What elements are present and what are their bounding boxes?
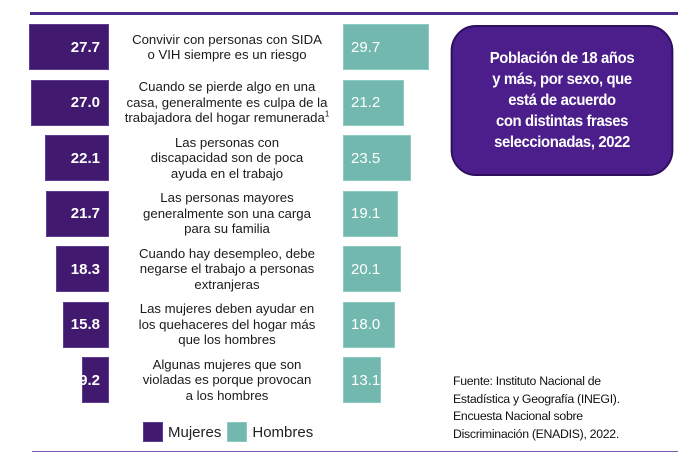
category-label: Algunas mujeres que son violadas es porqu… (118, 355, 336, 405)
data-label-hombres: 18.0 (351, 316, 381, 333)
title-line: seleccionadas, 2022 (494, 134, 630, 151)
data-label-mujeres: 9.2 (79, 371, 100, 389)
data-label-hombres: 19.1 (351, 205, 381, 222)
top-rule (30, 12, 678, 15)
category-label-line: extranjeras (194, 276, 260, 292)
legend-label-mujeres: Mujeres (168, 423, 222, 441)
bar-hombres: 20.1 (343, 246, 402, 292)
title-line: con distintas frases (495, 113, 629, 130)
chart-title: Población de 18 años y más, por sexo, qu… (489, 48, 635, 153)
title-line: y más, por sexo, que (492, 71, 632, 88)
data-label-hombres: 21.2 (351, 94, 381, 111)
bar-hombres: 18.0 (343, 301, 396, 348)
legend-swatch-mujeres (143, 422, 163, 442)
title-line: Población de 18 años (489, 50, 635, 67)
data-label-mujeres: 22.1 (70, 149, 100, 167)
category-label-line: Las personas con (174, 134, 280, 150)
bar-hombres: 29.7 (343, 24, 430, 70)
category-label-line: Cuando hay desempleo, debe (139, 245, 315, 261)
bar-mujeres: 27.0 (30, 79, 109, 126)
bar-mujeres: 15.8 (63, 301, 109, 348)
data-label-hombres: 23.5 (351, 149, 381, 167)
data-label-hombres: 20.1 (351, 260, 381, 278)
footnote-marker: 1 (324, 109, 330, 119)
data-label-hombres: 13.1 (351, 371, 381, 389)
source-line: Estadística y Geografía (INEGI). (453, 391, 620, 406)
category-label-line: trabajadora del hogar remunerada1 (124, 109, 330, 126)
category-label-line: a los hombres (185, 387, 269, 403)
category-label-line: Algunas mujeres que son (152, 356, 302, 372)
category-label-line: que los hombres (178, 332, 276, 348)
source-line: Discriminación (ENADIS), 2022. (453, 426, 619, 441)
bar-mujeres: 22.1 (44, 135, 109, 181)
category-label-line: discapacidad son de poca (150, 150, 304, 166)
category-label-line: Las mujeres deben ayudar en (139, 301, 315, 317)
category-label-line: los quehaceres del hogar más (138, 316, 316, 332)
category-label-line: o VIH siempre es un riesgo (147, 47, 307, 62)
bottom-rule (32, 451, 678, 452)
data-label-mujeres: 27.7 (70, 38, 100, 56)
category-label-line: negarse el trabajo a personas (139, 261, 315, 277)
data-label-mujeres: 18.3 (70, 260, 100, 278)
data-label-mujeres: 21.7 (70, 205, 100, 222)
source-note: Fuente: Instituto Nacional de Estadístic… (453, 373, 620, 443)
bar-hombres: 23.5 (343, 135, 412, 181)
chart-title-box: Población de 18 años y más, por sexo, qu… (450, 25, 674, 176)
bar-hombres: 21.2 (343, 79, 405, 126)
legend-swatch-hombres (227, 422, 248, 442)
category-label-line: ayuda en el trabajo (170, 165, 284, 181)
category-label: Las mujeres deben ayudar en los quehacere… (118, 300, 336, 350)
bar-mujeres: 9.2 (79, 357, 109, 403)
category-label: Las personas con discapacidad son de poca… (118, 133, 336, 183)
bar-hombres: 19.1 (343, 190, 399, 237)
bar-mujeres: 27.7 (28, 24, 109, 70)
bar-mujeres: 18.3 (55, 246, 109, 292)
category-label-line: para su familia (184, 221, 270, 237)
data-label-mujeres: 27.0 (70, 94, 100, 111)
category-label: Cuando se pierde algo en una casa, genera… (118, 78, 336, 128)
category-label-line: violadas es porque provocan (142, 372, 312, 388)
category-label-line: generalmente son una carga (143, 205, 311, 221)
bar-hombres: 13.1 (343, 357, 381, 403)
bar-mujeres: 21.7 (46, 190, 109, 237)
source-line: Encuesta Nacional sobre (453, 409, 583, 423)
category-label-line: Convivir con personas con SIDA (132, 31, 322, 47)
category-label: Las personas mayores generalmente son una… (118, 189, 336, 239)
category-label: Cuando hay desempleo, debe negarse el tra… (118, 244, 336, 294)
source-line: Fuente: Instituto Nacional de (453, 374, 601, 388)
category-label: Convivir con personas con SIDA o VIH siem… (118, 22, 336, 72)
data-label-mujeres: 15.8 (70, 316, 100, 333)
title-line: está de acuerdo (508, 92, 616, 109)
category-label-line: Cuando se pierde algo en una (138, 79, 316, 95)
category-label-line: Las personas mayores (160, 190, 294, 206)
data-label-hombres: 29.7 (351, 38, 381, 56)
legend: Mujeres Hombres (143, 422, 313, 442)
category-label-line: casa, generalmente es culpa de la (126, 94, 328, 110)
legend-label-hombres: Hombres (252, 423, 314, 441)
